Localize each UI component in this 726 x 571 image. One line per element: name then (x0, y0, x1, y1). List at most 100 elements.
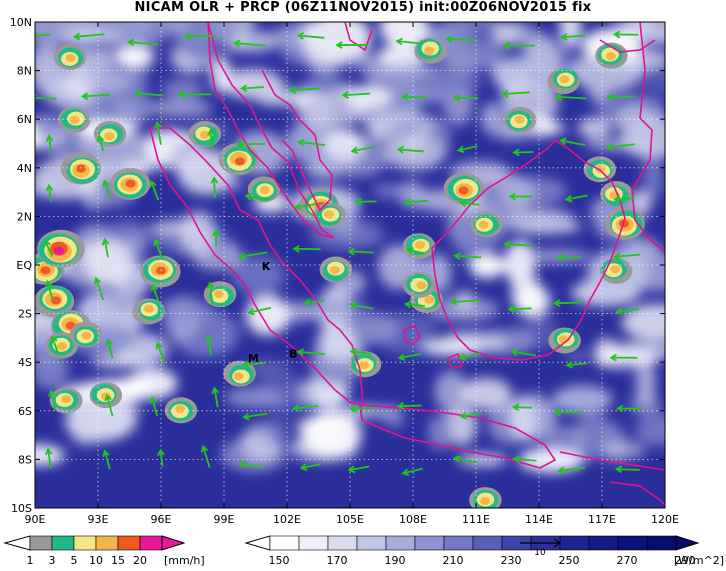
lat-tick-label: 2S (18, 308, 32, 321)
wind-vector (512, 148, 534, 157)
lon-tick-label: 90E (25, 513, 46, 526)
wind-vector (560, 33, 586, 41)
lat-tick-label: EQ (16, 259, 32, 272)
wind-vector (45, 183, 54, 202)
wind-vector (335, 41, 369, 49)
wind-vector (613, 252, 641, 261)
java-coast (359, 404, 557, 469)
sumatra-coast (148, 127, 364, 407)
prcp-colorbar-label: 15 (111, 554, 125, 567)
wind-vector (605, 143, 635, 151)
wind-vector (93, 276, 105, 301)
wind-vectors (35, 30, 643, 477)
wind-vector (177, 90, 212, 99)
wind-vector (45, 134, 54, 152)
olr-colorbar-label: 190 (385, 554, 406, 567)
prcp-colorbar: 1 3 5 10 15 20 [mm/h] (3, 535, 205, 567)
lon-tick-label: 102E (273, 513, 301, 526)
wind-vector (396, 402, 422, 410)
lon-tick-label: 99E (214, 513, 235, 526)
wind-vector (502, 41, 536, 50)
borneo-coast (431, 138, 626, 361)
wind-vector (204, 335, 213, 356)
prcp-colorbar-label: 20 (133, 554, 147, 567)
lon-tick-label: 108E (399, 513, 427, 526)
wind-vector (149, 179, 160, 201)
wind-vector (512, 455, 537, 464)
olr-colorbar-swatch (298, 535, 329, 551)
wind-vector (183, 32, 216, 41)
wind-vector (458, 352, 481, 361)
prcp-colorbar-swatch (95, 535, 119, 551)
lat-tick-label: 6N (17, 113, 32, 126)
prcp-colorbar-unit: [mm/h] (164, 554, 205, 567)
malay-peninsula-coast (207, 22, 335, 239)
olr-colorbar-swatch (559, 535, 590, 551)
olr-colorbar-swatch (269, 535, 300, 551)
olr-colorbar-label: 230 (501, 554, 522, 567)
wind-vector (453, 252, 482, 260)
olr-colorbar-label: 150 (269, 554, 290, 567)
prcp-colorbar-swatch (51, 535, 75, 551)
wind-vector (200, 444, 211, 468)
wind-vector (96, 134, 105, 151)
prcp-colorbar-swatch (29, 535, 53, 551)
wind-vector (554, 93, 587, 101)
wind-vector (102, 179, 112, 199)
wind-vector (211, 386, 220, 408)
plot-area (35, 22, 665, 508)
wind-vector (239, 84, 264, 93)
olr-colorbar-swatch (617, 535, 648, 551)
lon-tick-label: 96E (151, 513, 172, 526)
wind-vector (236, 140, 266, 148)
prcp-colorbar-label: 5 (71, 554, 78, 567)
wind-vector (291, 404, 319, 413)
lon-tick-label: 114E (525, 513, 553, 526)
sulawesi-coast (631, 22, 665, 253)
wind-vector (155, 341, 166, 364)
wind-vector (50, 335, 59, 353)
prcp-colorbar-label: 3 (49, 554, 56, 567)
wind-vector (558, 137, 586, 147)
wind-vector (615, 307, 640, 316)
lat-tick-label: 8N (17, 65, 32, 78)
prcp-colorbar-swatch (117, 535, 141, 551)
wind-vector (452, 455, 478, 464)
prcp-colorbar-low-arrow (3, 535, 31, 551)
wind-vector (500, 89, 531, 98)
olr-colorbar-label: 210 (443, 554, 464, 567)
olr-cloud-field (35, 22, 665, 473)
wind-vector (296, 348, 325, 357)
axis-ticks (34, 21, 666, 509)
olr-colorbar-swatch (443, 535, 474, 551)
wind-vector (614, 465, 640, 474)
wind-vector (45, 279, 54, 301)
wind-vector (105, 338, 114, 359)
wind-vector (613, 195, 635, 204)
wind-vector (553, 408, 583, 417)
olr-colorbar-swatch (414, 535, 445, 551)
location-markers: K M B (248, 260, 298, 365)
wind-vector (133, 89, 164, 98)
wind-vector (341, 91, 371, 99)
wind-vector (157, 448, 165, 467)
wind-vector (349, 348, 372, 356)
wind-vector (207, 128, 215, 150)
wind-vector (456, 145, 478, 154)
wind-vector (557, 466, 586, 475)
wind-vector (126, 38, 159, 47)
wind-vector (35, 33, 51, 37)
lat-tick-label: 4N (17, 162, 32, 175)
sumbawa-coast (609, 481, 665, 506)
lat-tick-label: 6S (18, 405, 32, 418)
lon-tick-label: 111E (462, 513, 490, 526)
wind-vector (210, 176, 219, 198)
wind-vector (206, 281, 215, 305)
wind-vector (350, 146, 375, 155)
wind-vector (242, 412, 268, 421)
wind-vector (503, 240, 533, 249)
lat-tick-label: 10S (11, 502, 32, 515)
olr-colorbar-swatch (356, 535, 387, 551)
thailand-coast (261, 69, 333, 212)
wind-vector (303, 298, 325, 307)
